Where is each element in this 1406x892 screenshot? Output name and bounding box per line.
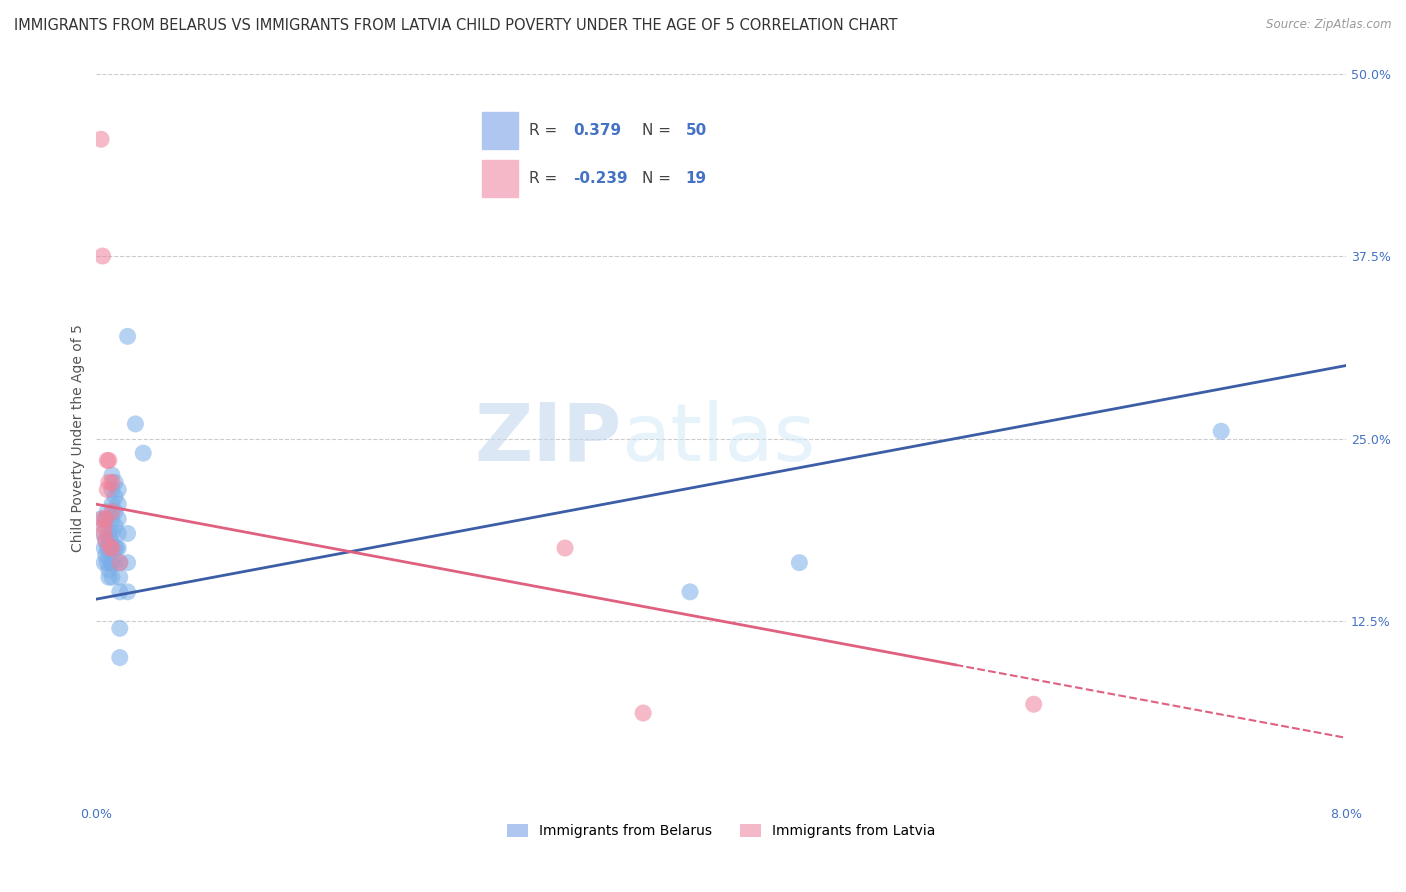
Point [124,417,146,431]
Point [94,512,117,526]
Point [90,132,112,146]
Point [101,504,124,518]
Point [554,541,576,555]
Point [101,512,124,526]
Point [108,650,131,665]
Point [1022,698,1045,712]
Point [100,541,122,555]
Point [91,526,114,541]
Point [97,570,120,584]
Point [96,504,118,518]
Point [679,584,702,599]
Point [108,584,131,599]
Point [90,512,112,526]
Point [132,446,155,460]
Point [101,475,124,490]
Point [93,519,115,533]
Point [101,526,124,541]
Point [101,570,124,584]
Point [101,483,124,497]
Point [108,556,131,570]
Point [631,706,654,720]
Point [94,533,117,548]
Point [104,541,127,555]
Y-axis label: Child Poverty Under the Age of 5: Child Poverty Under the Age of 5 [72,325,86,552]
Text: ZIP: ZIP [474,400,621,477]
Point [101,541,124,555]
Point [100,533,122,548]
Point [108,570,131,584]
Point [96,453,118,467]
Point [108,556,131,570]
Point [93,556,115,570]
Point [97,541,120,555]
Point [91,512,114,526]
Point [100,556,122,570]
Point [93,526,115,541]
Point [104,490,127,504]
Point [107,483,129,497]
Text: IMMIGRANTS FROM BELARUS VS IMMIGRANTS FROM LATVIA CHILD POVERTY UNDER THE AGE OF: IMMIGRANTS FROM BELARUS VS IMMIGRANTS FR… [14,18,897,33]
Point [108,621,131,635]
Point [96,483,118,497]
Point [97,475,120,490]
Point [117,556,139,570]
Point [97,526,120,541]
Point [117,329,139,343]
Text: Source: ZipAtlas.com: Source: ZipAtlas.com [1267,18,1392,31]
Point [96,541,118,555]
Point [117,526,139,541]
Text: atlas: atlas [621,400,815,477]
Point [101,556,124,570]
Point [107,512,129,526]
Point [96,556,118,570]
Point [104,556,127,570]
Point [97,563,120,577]
Point [101,541,124,555]
Point [94,512,117,526]
Point [107,526,129,541]
Point [789,556,811,570]
Point [107,497,129,511]
Point [101,497,124,511]
Point [97,453,120,467]
Point [104,519,127,533]
Point [1211,424,1233,438]
Point [104,504,127,518]
Point [94,533,117,548]
Point [94,549,117,563]
Point [105,541,128,555]
Point [101,468,124,483]
Legend: Immigrants from Belarus, Immigrants from Latvia: Immigrants from Belarus, Immigrants from… [502,819,941,844]
Point [117,584,139,599]
Point [91,249,114,263]
Point [107,541,129,555]
Point [93,541,115,555]
Point [104,475,127,490]
